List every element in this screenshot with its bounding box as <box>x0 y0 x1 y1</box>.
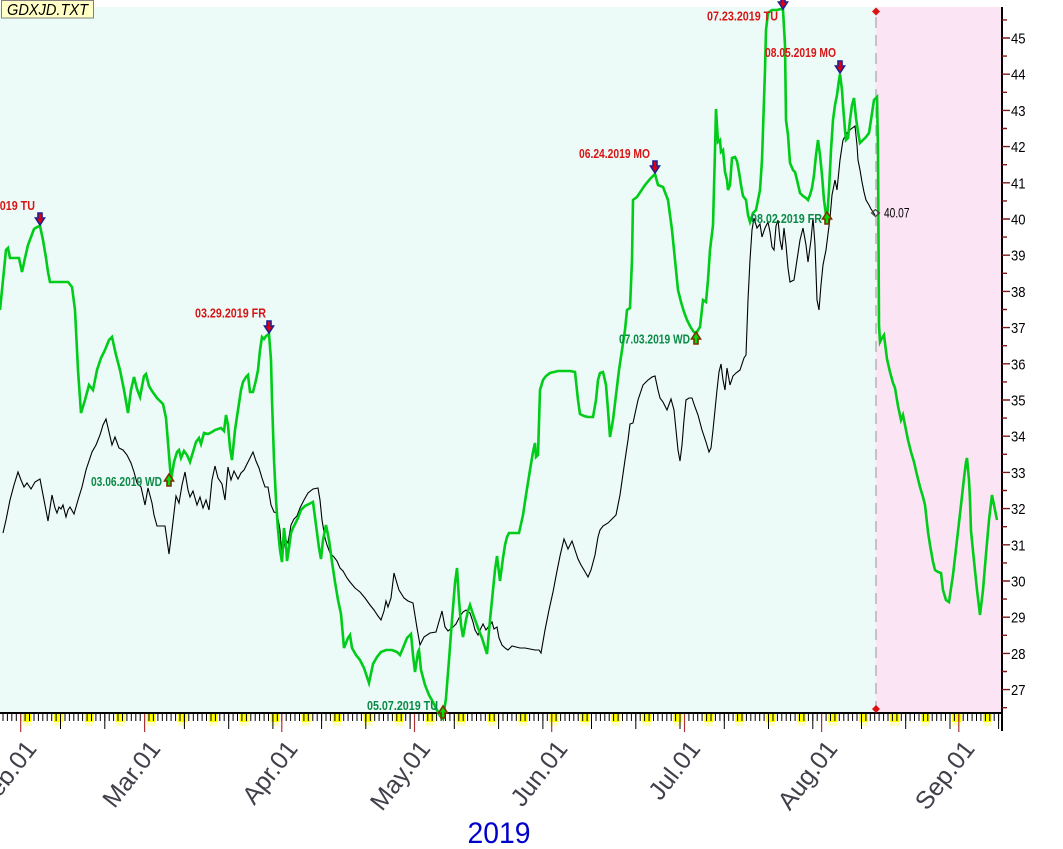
svg-text:45: 45 <box>1011 31 1026 48</box>
svg-text:02.05.2019 TU: 02.05.2019 TU <box>0 198 35 213</box>
svg-text:08.05.2019 MO: 08.05.2019 MO <box>765 45 836 60</box>
svg-text:35: 35 <box>1011 393 1026 410</box>
svg-text:2019: 2019 <box>468 817 531 849</box>
svg-text:37: 37 <box>1011 320 1026 337</box>
svg-text:43: 43 <box>1011 103 1026 120</box>
svg-text:32: 32 <box>1011 501 1026 518</box>
svg-text:40.07: 40.07 <box>884 206 910 221</box>
svg-text:31: 31 <box>1011 537 1026 554</box>
svg-text:41: 41 <box>1011 175 1026 192</box>
svg-text:28: 28 <box>1011 646 1026 663</box>
svg-text:44: 44 <box>1011 67 1026 84</box>
svg-text:GDXJD.TXT: GDXJD.TXT <box>7 2 89 19</box>
svg-text:42: 42 <box>1011 139 1026 156</box>
svg-text:30: 30 <box>1011 574 1026 591</box>
svg-text:27: 27 <box>1011 682 1026 699</box>
svg-text:07.03.2019 WD: 07.03.2019 WD <box>619 332 690 347</box>
svg-text:05.07.2019 TU: 05.07.2019 TU <box>367 698 438 713</box>
svg-text:40: 40 <box>1011 212 1026 229</box>
svg-text:39: 39 <box>1011 248 1026 265</box>
svg-text:29: 29 <box>1011 610 1026 627</box>
svg-text:08.02.2019 FR: 08.02.2019 FR <box>751 211 822 226</box>
svg-text:36: 36 <box>1011 356 1026 373</box>
svg-text:03.29.2019 FR: 03.29.2019 FR <box>195 306 266 321</box>
svg-text:07.23.2019 TU: 07.23.2019 TU <box>707 9 778 24</box>
svg-text:06.24.2019 MO: 06.24.2019 MO <box>579 146 650 161</box>
svg-text:03.06.2019 WD: 03.06.2019 WD <box>91 474 162 489</box>
svg-text:38: 38 <box>1011 284 1026 301</box>
svg-text:34: 34 <box>1011 429 1026 446</box>
svg-text:33: 33 <box>1011 465 1026 482</box>
